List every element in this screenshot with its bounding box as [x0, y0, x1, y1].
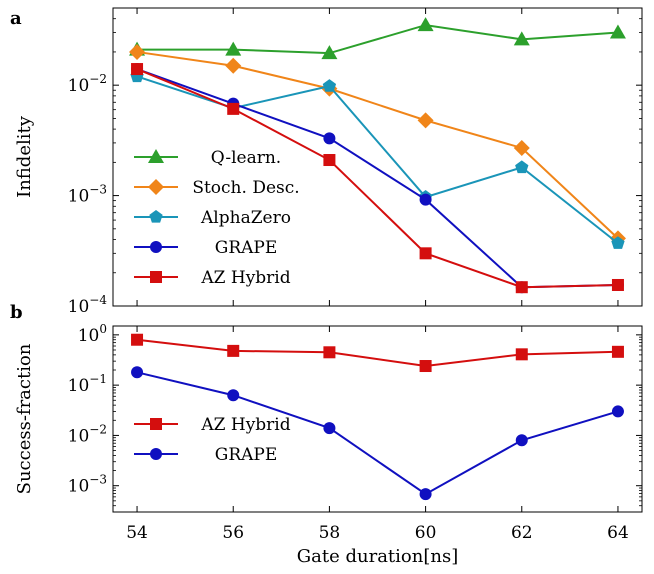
legend-item: GRAPE [134, 238, 277, 258]
data-point [419, 488, 432, 501]
y-tick-label: 10−3 [68, 183, 107, 207]
legend-marker [150, 418, 162, 430]
legend-item: Stoch. Desc. [134, 178, 300, 198]
data-point [323, 132, 336, 145]
series-line [136, 371, 619, 496]
chart-panel-a: a 10−4 10−3 10−2 Infidelity Q-learn. Stoch. De… [10, 7, 643, 317]
data-point [419, 193, 432, 206]
data-point [417, 112, 434, 129]
data-point [323, 422, 336, 435]
x-tick-label: 60 [415, 523, 437, 543]
data-point [515, 348, 528, 361]
legend-marker [150, 448, 162, 460]
legend: AZ Hybrid GRAPE [134, 415, 291, 465]
data-point [225, 41, 242, 56]
data-point [515, 281, 528, 294]
legend-item: AZ Hybrid [134, 415, 291, 435]
series-q-learn- [129, 17, 626, 60]
data-point [609, 24, 626, 39]
series-line [137, 24, 619, 55]
data-point [227, 344, 240, 357]
y-tick-label: 10−1 [68, 372, 107, 396]
y-axis-label: Infidelity [14, 115, 35, 198]
series-stoch-desc- [129, 43, 626, 247]
legend-marker [148, 149, 164, 163]
panel-letter: a [10, 8, 22, 29]
legend-label: AZ Hybrid [200, 415, 290, 435]
data-point [323, 154, 336, 167]
data-point [611, 405, 624, 418]
y-tick-label: 10−2 [68, 422, 107, 446]
legend-item: GRAPE [134, 445, 277, 465]
data-point [513, 139, 530, 156]
legend-item: AlphaZero [134, 208, 291, 228]
data-point [515, 160, 529, 174]
legend-marker [149, 210, 163, 223]
panel-letter: b [10, 302, 23, 323]
legend-item: AZ Hybrid [134, 268, 291, 288]
series-line [136, 68, 618, 289]
data-point [131, 366, 144, 379]
data-point [322, 79, 337, 92]
legend-label: AZ Hybrid [200, 268, 290, 288]
y-tick-label: 10−2 [68, 72, 107, 96]
x-tick-label: 62 [511, 523, 533, 543]
data-point [419, 247, 432, 260]
data-point [611, 278, 624, 291]
data-point [611, 236, 625, 249]
legend-label: GRAPE [215, 445, 278, 465]
data-point [515, 434, 528, 447]
data-point [227, 102, 240, 115]
data-point [225, 57, 242, 74]
series-az-hybrid [131, 333, 624, 373]
y-axis-label: Success-fraction [14, 343, 35, 494]
series-line [136, 338, 618, 368]
series-az-hybrid [131, 63, 624, 294]
x-tick-label: 64 [607, 523, 629, 543]
legend-label: AlphaZero [200, 208, 291, 228]
legend-marker [150, 241, 162, 253]
data-point [513, 31, 530, 46]
legend-marker [148, 179, 164, 195]
series-line [136, 50, 619, 240]
data-point [323, 346, 336, 359]
chart-panel-b: b 10−3 10−2 10−1 100 54 56 58 60 62 64 Success-frac… [10, 302, 643, 567]
y-tick-label: 100 [78, 322, 107, 346]
x-tick-label: 58 [319, 523, 341, 543]
x-axis-label: Gate duration[ns] [297, 546, 458, 567]
x-tick-label: 54 [126, 523, 148, 543]
data-point [611, 345, 624, 358]
data-point [227, 389, 240, 402]
data-point [419, 360, 432, 373]
data-point [131, 333, 144, 346]
x-tick-label: 56 [222, 523, 244, 543]
plot-frame [112, 325, 643, 513]
data-point [321, 45, 338, 60]
legend: Q-learn. Stoch. Desc. AlphaZero GRAPE AZ Hyb… [134, 148, 300, 288]
plot-frame [112, 7, 643, 307]
legend-item: Q-learn. [134, 148, 281, 168]
legend-label: GRAPE [215, 238, 278, 258]
y-tick-label: 10−4 [68, 293, 108, 317]
y-tick-label: 10−3 [68, 473, 107, 497]
legend-label: Q-learn. [211, 148, 281, 168]
data-point [417, 17, 434, 32]
series-grape [131, 366, 624, 501]
legend-marker [150, 271, 162, 283]
data-point [129, 43, 146, 60]
data-point [131, 63, 144, 76]
legend-label: Stoch. Desc. [192, 178, 299, 198]
